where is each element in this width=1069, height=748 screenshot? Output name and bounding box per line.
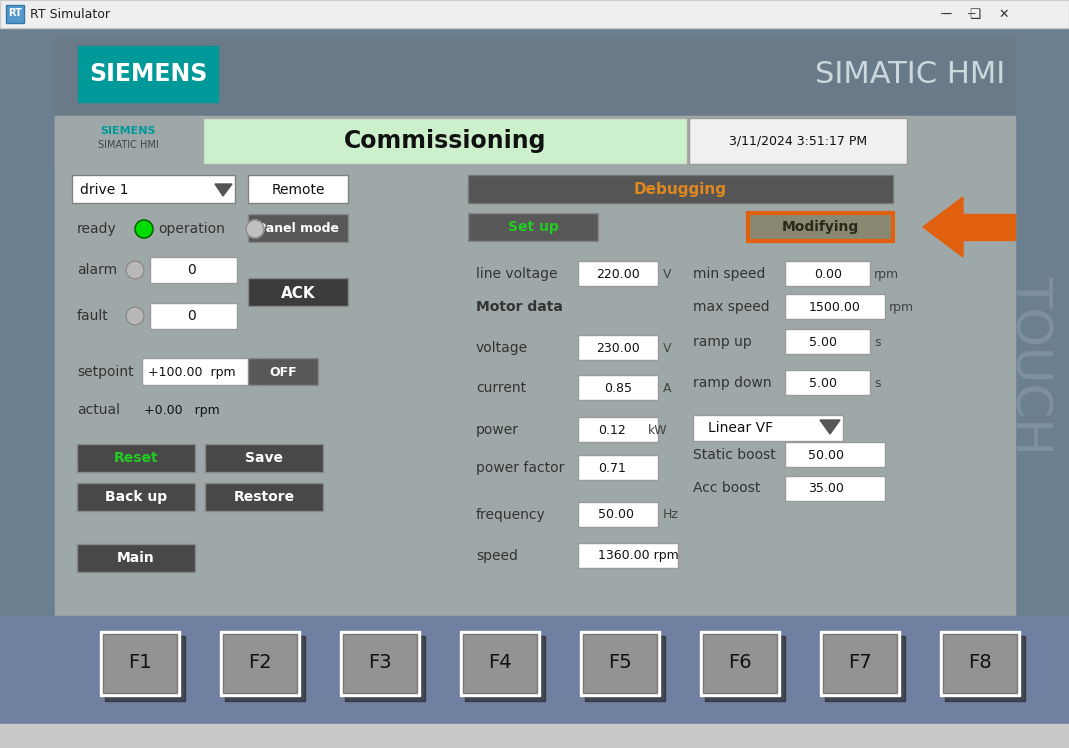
FancyBboxPatch shape [0, 28, 1069, 748]
Text: RT: RT [7, 8, 21, 18]
Text: 0: 0 [188, 263, 197, 277]
FancyBboxPatch shape [820, 631, 900, 696]
FancyBboxPatch shape [825, 636, 905, 701]
Text: 50.00: 50.00 [598, 509, 634, 521]
FancyBboxPatch shape [583, 634, 657, 693]
Text: F1: F1 [128, 654, 152, 672]
Circle shape [126, 307, 144, 325]
FancyBboxPatch shape [460, 631, 540, 696]
Text: Back up: Back up [105, 490, 167, 504]
Text: V: V [663, 342, 671, 355]
Text: setpoint: setpoint [77, 365, 134, 379]
FancyBboxPatch shape [6, 5, 24, 23]
Text: actual: actual [77, 403, 120, 417]
FancyBboxPatch shape [78, 46, 218, 102]
Text: 0.71: 0.71 [598, 462, 625, 474]
FancyBboxPatch shape [578, 502, 659, 527]
FancyBboxPatch shape [945, 636, 1025, 701]
Text: RT Simulator: RT Simulator [30, 7, 110, 20]
Text: ─: ─ [967, 7, 975, 20]
Text: F6: F6 [728, 654, 752, 672]
FancyBboxPatch shape [142, 358, 257, 385]
Text: speed: speed [476, 549, 517, 563]
FancyBboxPatch shape [463, 634, 537, 693]
FancyBboxPatch shape [55, 116, 203, 168]
Text: rpm: rpm [889, 301, 914, 313]
FancyBboxPatch shape [468, 213, 598, 241]
FancyBboxPatch shape [585, 636, 665, 701]
FancyBboxPatch shape [248, 278, 348, 306]
Text: s: s [874, 376, 881, 390]
Text: alarm: alarm [77, 263, 118, 277]
Text: frequency: frequency [476, 508, 546, 522]
FancyBboxPatch shape [55, 38, 1014, 116]
Text: ✕: ✕ [998, 7, 1009, 20]
Text: SIEMENS: SIEMENS [89, 62, 207, 86]
FancyBboxPatch shape [220, 631, 300, 696]
FancyBboxPatch shape [72, 175, 235, 203]
Circle shape [246, 220, 264, 238]
Text: Hz: Hz [663, 509, 679, 521]
Text: Debugging: Debugging [634, 182, 727, 197]
Text: fault: fault [77, 309, 109, 323]
FancyBboxPatch shape [823, 634, 897, 693]
FancyBboxPatch shape [248, 358, 317, 385]
FancyBboxPatch shape [963, 214, 1014, 240]
Text: 220.00: 220.00 [597, 268, 640, 280]
Polygon shape [820, 420, 840, 434]
Text: s: s [874, 336, 881, 349]
FancyBboxPatch shape [203, 118, 687, 164]
Text: 35.00: 35.00 [808, 482, 843, 494]
FancyBboxPatch shape [785, 329, 870, 354]
Circle shape [135, 220, 153, 238]
Text: line voltage: line voltage [476, 267, 558, 281]
FancyBboxPatch shape [468, 175, 893, 203]
FancyBboxPatch shape [943, 634, 1017, 693]
Text: Acc boost: Acc boost [693, 481, 760, 495]
Text: drive 1: drive 1 [80, 183, 128, 197]
Text: F3: F3 [368, 654, 392, 672]
Text: operation: operation [158, 222, 224, 236]
Text: ❑: ❑ [970, 7, 980, 20]
FancyBboxPatch shape [785, 261, 870, 286]
FancyBboxPatch shape [55, 116, 1014, 616]
FancyBboxPatch shape [700, 631, 780, 696]
Text: 5.00: 5.00 [809, 336, 837, 349]
Text: Static boost: Static boost [693, 448, 776, 462]
Text: power: power [476, 423, 520, 437]
FancyBboxPatch shape [100, 631, 180, 696]
Text: voltage: voltage [476, 341, 528, 355]
Text: A: A [663, 381, 671, 394]
Circle shape [126, 261, 144, 279]
FancyBboxPatch shape [578, 335, 659, 360]
Text: ready: ready [77, 222, 117, 236]
Text: 3/11/2024 3:51:17 PM: 3/11/2024 3:51:17 PM [729, 135, 867, 147]
FancyBboxPatch shape [785, 442, 885, 467]
Circle shape [246, 220, 264, 238]
Text: SIMATIC HMI: SIMATIC HMI [815, 60, 1005, 88]
Text: 5.00: 5.00 [809, 376, 837, 390]
Circle shape [126, 307, 144, 325]
Text: F8: F8 [969, 654, 992, 672]
Text: F4: F4 [489, 654, 512, 672]
Text: kW: kW [648, 423, 668, 437]
FancyBboxPatch shape [150, 303, 237, 329]
Text: max speed: max speed [693, 300, 770, 314]
FancyBboxPatch shape [105, 636, 185, 701]
FancyBboxPatch shape [578, 261, 659, 286]
FancyBboxPatch shape [248, 214, 348, 242]
FancyBboxPatch shape [748, 213, 893, 241]
FancyBboxPatch shape [704, 636, 785, 701]
Text: ─: ─ [941, 7, 948, 20]
Text: ramp down: ramp down [693, 376, 772, 390]
FancyBboxPatch shape [77, 544, 195, 572]
Text: F7: F7 [848, 654, 872, 672]
Text: 0.85: 0.85 [604, 381, 632, 394]
FancyBboxPatch shape [223, 634, 297, 693]
Text: rpm: rpm [874, 268, 899, 280]
FancyBboxPatch shape [345, 636, 425, 701]
FancyBboxPatch shape [77, 483, 195, 511]
FancyBboxPatch shape [578, 543, 678, 568]
Text: 50.00: 50.00 [808, 449, 845, 462]
